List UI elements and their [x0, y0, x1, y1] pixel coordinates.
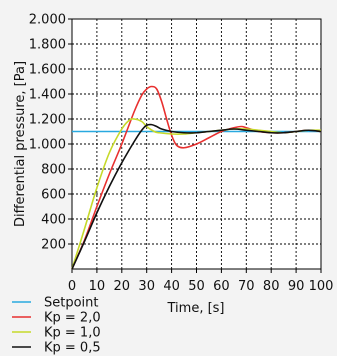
y-tick-label: 800 — [41, 163, 66, 178]
series-line-2 — [71, 118, 322, 270]
legend-label: Setpoint — [44, 296, 99, 311]
legend-label: Kp = 2,0 — [44, 311, 101, 326]
legend-label: Kp = 1,0 — [44, 326, 101, 341]
x-tick-label: 10 — [89, 279, 106, 294]
y-tick-label: 400 — [41, 213, 66, 228]
x-tick-label: 100 — [309, 279, 334, 294]
x-tick-label: 40 — [163, 279, 180, 294]
y-axis-title: Differential pressure, [Pa] — [13, 61, 28, 227]
x-tick-label: 60 — [213, 279, 230, 294]
x-tick-label: 0 — [68, 279, 76, 294]
y-axis-ticks: 200 400 600 800 1.000 1.200 1.400 1.600 1.800 2.0… — [29, 13, 72, 253]
y-tick-label: 1.600 — [29, 63, 66, 78]
x-tick-label: 90 — [288, 279, 305, 294]
x-tick-label: 50 — [188, 279, 205, 294]
x-axis-title: Time, [s] — [167, 301, 225, 316]
x-tick-label: 80 — [263, 279, 280, 294]
y-tick-label: 600 — [41, 188, 66, 203]
y-tick-label: 1.400 — [29, 88, 66, 103]
y-tick-label: 2.000 — [29, 13, 66, 28]
series-group — [71, 85, 322, 270]
x-tick-label: 70 — [238, 279, 255, 294]
legend-label: Kp = 0,5 — [44, 341, 101, 356]
series-line-3 — [71, 123, 322, 270]
x-tick-label: 30 — [138, 279, 155, 294]
y-tick-label: 200 — [41, 238, 66, 253]
y-tick-label: 1.800 — [29, 38, 66, 53]
y-tick-label: 1.000 — [29, 138, 66, 153]
x-tick-label: 20 — [114, 279, 131, 294]
y-tick-label: 1.200 — [29, 113, 66, 128]
x-axis-ticks: 0 10 20 30 40 50 60 70 80 90 100 — [68, 269, 334, 294]
